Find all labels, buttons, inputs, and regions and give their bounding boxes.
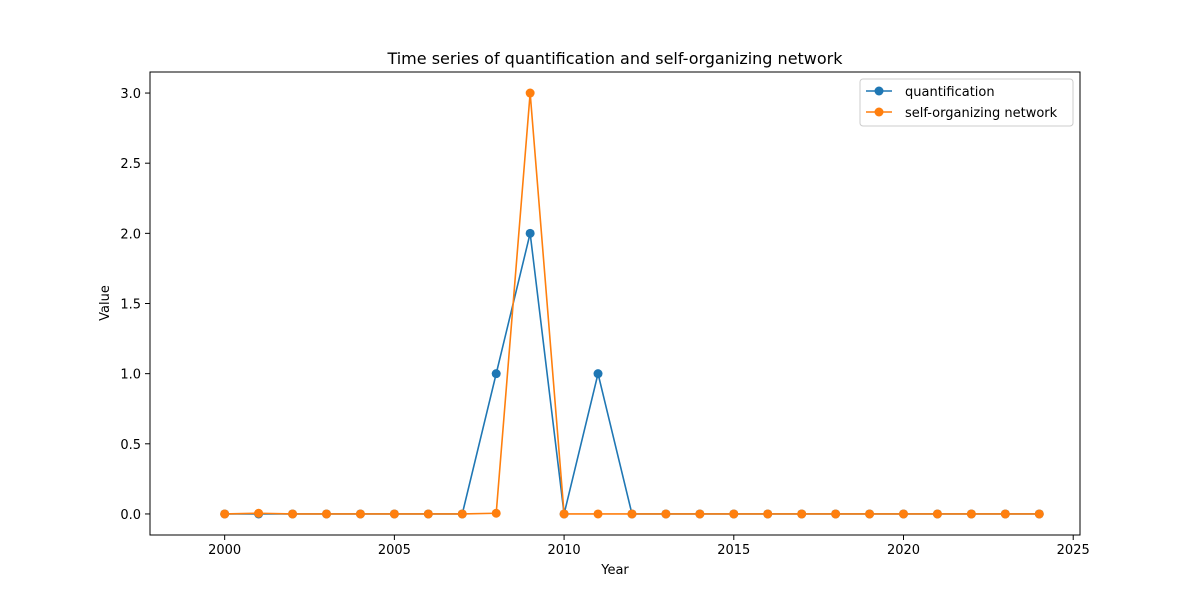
data-point xyxy=(423,509,433,519)
x-tick-label: 2015 xyxy=(717,543,750,558)
data-point xyxy=(899,509,909,519)
y-tick-label: 2.5 xyxy=(120,157,141,172)
data-point xyxy=(525,88,535,98)
y-tick-label: 1.0 xyxy=(120,368,141,383)
data-point xyxy=(627,509,637,519)
data-point xyxy=(525,228,535,238)
data-point xyxy=(865,509,875,519)
x-tick-label: 2000 xyxy=(208,543,241,558)
x-tick-label: 2025 xyxy=(1057,543,1090,558)
y-tick-label: 0.5 xyxy=(120,438,141,453)
data-point xyxy=(661,509,671,519)
data-point xyxy=(729,509,739,519)
y-tick-label: 0.0 xyxy=(120,508,141,523)
data-point xyxy=(593,509,603,519)
x-tick-label: 2010 xyxy=(548,543,581,558)
y-tick-label: 2.0 xyxy=(120,227,141,242)
data-point xyxy=(288,509,298,519)
data-point xyxy=(593,369,603,379)
y-axis-title: Value xyxy=(98,285,113,321)
data-point xyxy=(797,509,807,519)
data-point xyxy=(1034,509,1044,519)
y-tick-label: 1.5 xyxy=(120,298,141,313)
data-point xyxy=(763,509,773,519)
data-point xyxy=(491,369,501,379)
data-point xyxy=(559,509,569,519)
data-point xyxy=(966,509,976,519)
data-point xyxy=(321,509,331,519)
legend: quantification self-organizing network xyxy=(859,78,1074,127)
data-point xyxy=(831,509,841,519)
data-point xyxy=(254,508,264,518)
data-point xyxy=(1000,509,1010,519)
plot-area: 2000 2005 2010 2015 2020 2025 0.0 0.5 1.0 1.5 2.0 2… xyxy=(120,71,1090,558)
data-point xyxy=(355,509,365,519)
chart-title: Time series of quantification and self-o… xyxy=(386,49,843,68)
legend-marker-0 xyxy=(874,86,884,96)
data-point xyxy=(220,509,230,519)
x-tick-label: 2005 xyxy=(378,543,411,558)
x-axis-title: Year xyxy=(600,563,629,578)
legend-label-1: self-organizing network xyxy=(905,106,1058,121)
legend-marker-1 xyxy=(874,107,884,117)
y-tick-label: 3.0 xyxy=(120,87,141,102)
data-point xyxy=(491,508,501,518)
data-point xyxy=(932,509,942,519)
axes-frame xyxy=(149,71,1081,536)
data-point xyxy=(389,509,399,519)
legend-label-0: quantification xyxy=(905,85,995,100)
legend-box xyxy=(859,78,1074,127)
data-point xyxy=(695,509,705,519)
data-point xyxy=(457,509,467,519)
x-tick-label: 2020 xyxy=(887,543,920,558)
